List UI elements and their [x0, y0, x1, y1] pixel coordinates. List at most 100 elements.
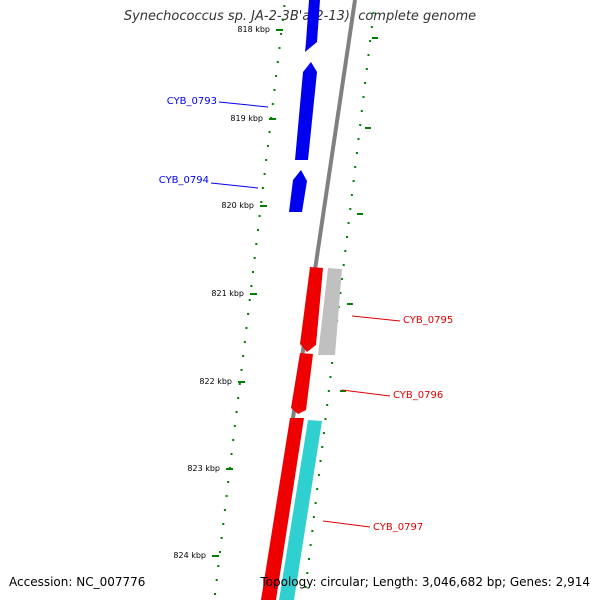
- gc-dot: [312, 516, 315, 518]
- gene-arrow-cyb-0795[interactable]: [300, 267, 323, 352]
- ruler-tick: [276, 29, 283, 31]
- gene-label-cyb-0795[interactable]: CYB_0795: [403, 315, 453, 326]
- gc-dot: [252, 271, 254, 273]
- gc-dot: [276, 61, 279, 63]
- gc-dot: [355, 152, 358, 154]
- gc-dot: [309, 544, 312, 546]
- callout-line: [210, 182, 259, 189]
- gc-dot: [283, 5, 286, 7]
- cds-track-arrow[interactable]: [279, 420, 322, 600]
- gc-dot: [214, 593, 216, 595]
- genome-stats-label: Topology: circular; Length: 3,046,682 bp…: [260, 575, 590, 589]
- gc-dot: [281, 19, 284, 21]
- gc-dot: [237, 397, 240, 399]
- gene-arrow-cyb-0796[interactable]: [291, 353, 313, 414]
- gc-dot: [225, 495, 228, 497]
- ruler-tick-label: 818 kbp: [237, 25, 270, 34]
- gc-dot: [271, 103, 274, 105]
- gc-dot: [235, 411, 238, 413]
- map-title: Synechococcus sp. JA-2-3B'a(2-13), compl…: [123, 9, 477, 24]
- ruler-tick-label: 821 kbp: [211, 289, 244, 298]
- gene-label-cyb-0797[interactable]: CYB_0797: [373, 522, 423, 533]
- gc-dot: [263, 173, 266, 175]
- gc-dot: [311, 530, 314, 532]
- gc-dot: [372, 12, 375, 14]
- gc-dot: [253, 257, 256, 259]
- ruler-tick: [212, 555, 219, 557]
- gc-dot: [360, 110, 363, 112]
- gc-dot: [369, 40, 372, 42]
- gene-arrow-cyb-0797[interactable]: [261, 418, 304, 600]
- gc-dot: [257, 229, 259, 231]
- gc-dot: [370, 26, 373, 28]
- gc-dot: [273, 89, 276, 91]
- gc-dot: [268, 131, 271, 133]
- gc-dot: [350, 194, 353, 196]
- ruler-tick-label: 824 kbp: [173, 551, 206, 560]
- gc-dot: [278, 47, 281, 49]
- callout-line: [322, 520, 371, 528]
- gc-dot: [346, 236, 348, 238]
- gc-dot: [215, 579, 218, 581]
- gc-dot: [322, 432, 325, 434]
- gc-dot: [357, 138, 360, 140]
- gene-arrow-cyb-0794[interactable]: [289, 170, 307, 212]
- gc-mark: [357, 213, 363, 215]
- gc-dot: [331, 362, 334, 364]
- gene-label-cyb-0794[interactable]: CYB_0794: [159, 175, 209, 186]
- gc-dot: [238, 383, 241, 385]
- gc-dot: [367, 54, 370, 56]
- accession-label: Accession: NC_007776: [9, 575, 146, 589]
- gc-dot: [230, 453, 233, 455]
- ruler-tick: [238, 381, 245, 383]
- rna-gene-arrow[interactable]: [318, 268, 342, 355]
- gc-dot: [266, 145, 269, 147]
- gc-dot: [248, 299, 251, 301]
- gc-dot: [243, 341, 246, 343]
- gc-dot: [316, 488, 319, 490]
- gc-dot: [352, 180, 355, 182]
- gc-dot: [242, 355, 245, 357]
- position-ruler: 818 kbp 819 kbp 820 kbp 821 kbp 822 kbp 823 k…: [173, 25, 283, 560]
- gc-dot: [319, 460, 322, 462]
- gc-dot: [327, 390, 330, 392]
- gc-dot: [354, 166, 357, 168]
- gc-dot: [232, 439, 235, 441]
- gene-label-cyb-0793[interactable]: CYB_0793: [167, 96, 217, 107]
- ruler-tick-label: 822 kbp: [199, 377, 232, 386]
- ruler-tick: [269, 118, 276, 120]
- ruler-tick: [250, 293, 257, 295]
- gc-dot: [359, 124, 362, 126]
- gc-dot: [233, 425, 236, 427]
- gc-dot: [329, 376, 332, 378]
- gc-dot: [261, 187, 264, 189]
- gc-dot: [304, 586, 307, 588]
- gc-dot: [265, 159, 268, 161]
- gc-dot: [245, 327, 248, 329]
- gc-dot: [280, 33, 283, 35]
- gc-dot: [326, 404, 329, 406]
- gc-dot: [223, 509, 226, 511]
- gene-label-cyb-0796[interactable]: CYB_0796: [393, 390, 443, 401]
- gc-dot: [240, 369, 243, 371]
- gc-dot: [308, 558, 310, 560]
- gene-arrow-blue-top[interactable]: [305, 0, 320, 52]
- gc-content-track-inner: [214, 5, 286, 595]
- gc-dot: [314, 502, 317, 504]
- gc-mark: [365, 127, 371, 129]
- ruler-tick-label: 820 kbp: [221, 201, 254, 210]
- gc-dot: [258, 215, 261, 217]
- gc-dot: [344, 250, 347, 252]
- callout-line: [351, 315, 401, 322]
- gc-dot: [362, 96, 365, 98]
- gc-dot: [365, 68, 368, 70]
- gc-dot: [324, 418, 327, 420]
- gc-dot: [255, 243, 258, 245]
- gc-dot: [306, 572, 309, 574]
- gc-dot: [364, 82, 367, 84]
- gene-arrow-cyb-0793[interactable]: [295, 62, 317, 160]
- ruler-tick: [260, 205, 267, 207]
- gc-dot: [219, 551, 221, 553]
- gene-label-callouts: CYB_0793 CYB_0794 CYB_0795 CYB_0796 CYB_0797: [159, 96, 453, 533]
